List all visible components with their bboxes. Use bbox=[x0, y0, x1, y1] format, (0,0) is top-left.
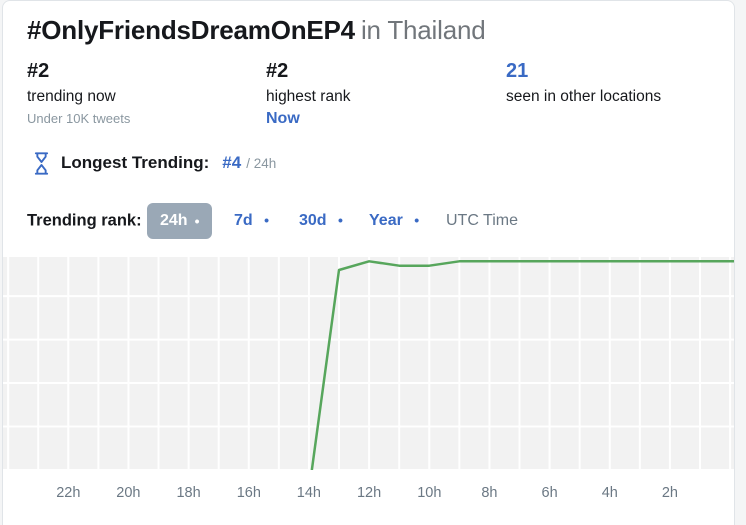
tab-year-dot: • bbox=[414, 212, 420, 228]
stat-tweet-volume: Under 10K tweets bbox=[27, 111, 131, 126]
trend-location: in Thailand bbox=[360, 15, 486, 45]
x-tick-16h: 16h bbox=[237, 485, 261, 501]
longest-trending-row: Longest Trending: #4 / 24h bbox=[33, 149, 276, 177]
tab-year[interactable]: Year • bbox=[369, 212, 419, 230]
tab-30d[interactable]: 30d • bbox=[299, 212, 343, 230]
tab-24h-label: 24h bbox=[160, 212, 188, 229]
other-locations-label: seen in other locations bbox=[506, 88, 662, 105]
timezone-label: UTC Time bbox=[446, 212, 518, 229]
chart-gridlines bbox=[3, 257, 734, 471]
trend-hashtag: #OnlyFriendsDreamOnEP4 bbox=[27, 15, 355, 45]
x-axis-tick-labels: 22h 20h 18h 16h 14h 12h 10h 8h 6h 4h 2h bbox=[56, 485, 678, 501]
stat-highest-rank: #2 highest rank Now bbox=[266, 58, 350, 129]
trending-rank-controls: Trending rank: 24h • 7d • 30d • Year • U… bbox=[3, 203, 734, 239]
x-tick-20h: 20h bbox=[116, 485, 140, 501]
x-tick-12h: 12h bbox=[357, 485, 381, 501]
tab-7d-label: 7d bbox=[234, 212, 253, 229]
trending-rank-label: Trending rank: bbox=[27, 211, 142, 230]
stat-trending-now: #2 trending now Under 10K tweets bbox=[27, 58, 130, 129]
tab-year-label: Year bbox=[369, 212, 403, 229]
page-title: #OnlyFriendsDreamOnEP4 in Thailand bbox=[27, 13, 486, 47]
tab-24h-dot: • bbox=[194, 213, 200, 229]
x-tick-6h: 6h bbox=[542, 485, 558, 501]
x-tick-14h: 14h bbox=[297, 485, 321, 501]
x-tick-2h: 2h bbox=[662, 485, 678, 501]
x-tick-22h: 22h bbox=[56, 485, 80, 501]
stat-trending-now-value: #2 bbox=[27, 60, 50, 82]
stat-trending-now-label: trending now bbox=[27, 88, 116, 105]
stats-row: #2 trending now Under 10K tweets #2 high… bbox=[3, 58, 734, 138]
x-tick-18h: 18h bbox=[176, 485, 200, 501]
longest-trending-label: Longest Trending: bbox=[61, 153, 210, 172]
stat-highest-rank-value: #2 bbox=[266, 60, 289, 82]
tab-7d-dot: • bbox=[264, 212, 270, 228]
x-tick-8h: 8h bbox=[481, 485, 497, 501]
tab-7d[interactable]: 7d • bbox=[234, 212, 269, 230]
hourglass-icon bbox=[33, 151, 50, 176]
tab-30d-label: 30d bbox=[299, 212, 327, 229]
x-tick-10h: 10h bbox=[417, 485, 441, 501]
longest-trending-period: / 24h bbox=[246, 155, 277, 171]
other-locations-count[interactable]: 21 bbox=[506, 60, 529, 82]
stat-highest-rank-label: highest rank bbox=[266, 88, 351, 105]
highest-rank-now-link[interactable]: Now bbox=[266, 110, 300, 127]
longest-trending-rank-link[interactable]: #4 bbox=[222, 153, 242, 172]
tab-24h[interactable]: 24h • bbox=[147, 203, 213, 239]
rank-trend-line bbox=[310, 260, 734, 470]
x-tick-4h: 4h bbox=[602, 485, 618, 501]
stat-other-locations: 21 seen in other locations bbox=[506, 58, 661, 108]
tab-30d-dot: • bbox=[338, 212, 343, 228]
